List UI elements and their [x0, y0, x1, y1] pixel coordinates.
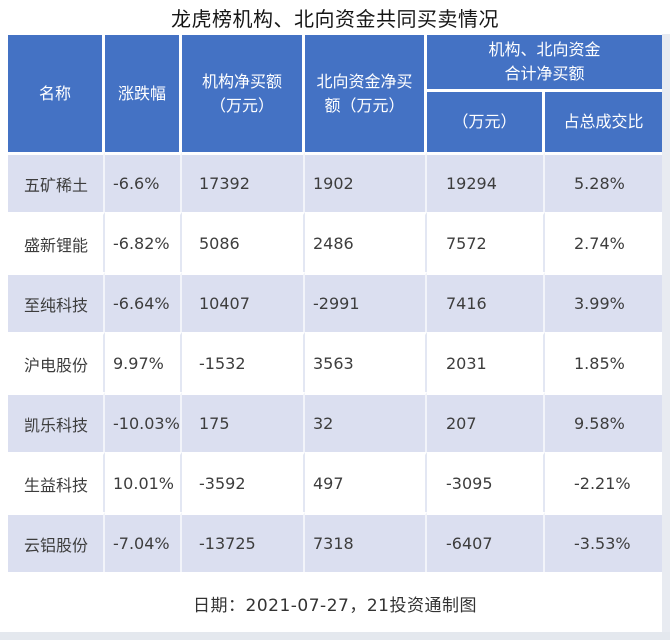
table-row: 云铝股份 -7.04% -13725 7318 -6407 -3.53%: [8, 512, 663, 572]
cell-ratio: 9.58%: [545, 392, 663, 452]
header-cell-change: 涨跌幅: [105, 35, 182, 152]
cell-inst: -13725: [182, 512, 305, 572]
table-row: 至纯科技 -6.64% 10407 -2991 7416 3.99%: [8, 272, 663, 332]
header-cell-combined-ratio: 占总成交比: [545, 92, 663, 152]
page-edge-bottom: [0, 632, 670, 640]
cell-name: 盛新锂能: [8, 212, 105, 272]
page-title: 龙虎榜机构、北向资金共同买卖情况: [171, 7, 499, 31]
cell-combined: -6407: [427, 512, 545, 572]
table-row: 沪电股份 9.97% -1532 3563 2031 1.85%: [8, 332, 663, 392]
cell-ratio: 3.99%: [545, 272, 663, 332]
cell-ratio: 2.74%: [545, 212, 663, 272]
cell-combined: 7572: [427, 212, 545, 272]
footer-note: 日期：2021-07-27，21投资通制图: [8, 572, 662, 632]
cell-inst: 17392: [182, 152, 305, 212]
cell-ratio: 5.28%: [545, 152, 663, 212]
cell-name: 生益科技: [8, 452, 105, 512]
cell-change: -7.04%: [105, 512, 182, 572]
cell-ratio: -3.53%: [545, 512, 663, 572]
cell-ratio: 1.85%: [545, 332, 663, 392]
cell-inst: 175: [182, 392, 305, 452]
cell-north: 2486: [305, 212, 427, 272]
header-cell-northbound-net-buy: 北向资金净买 额（万元）: [305, 35, 427, 152]
page-edge-right: [662, 34, 670, 640]
cell-north: 7318: [305, 512, 427, 572]
cell-change: -6.64%: [105, 272, 182, 332]
cell-north: 497: [305, 452, 427, 512]
header-cell-name: 名称: [8, 35, 105, 152]
cell-north: 3563: [305, 332, 427, 392]
cell-north: -2991: [305, 272, 427, 332]
cell-combined: 7416: [427, 272, 545, 332]
header-group-combined-net-buy: 机构、北向资金 合计净买额: [427, 35, 663, 92]
cell-combined: 207: [427, 392, 545, 452]
table-header: 名称 涨跌幅 机构净买额 （万元） 北向资金净买 额（万元） 机构、北向资金 合…: [8, 35, 663, 152]
cell-change: 9.97%: [105, 332, 182, 392]
cell-name: 至纯科技: [8, 272, 105, 332]
header-cell-combined-amount: （万元）: [427, 92, 545, 152]
table-row: 五矿稀土 -6.6% 17392 1902 19294 5.28%: [8, 152, 663, 212]
cell-north: 1902: [305, 152, 427, 212]
data-table: 名称 涨跌幅 机构净买额 （万元） 北向资金净买 额（万元） 机构、北向资金 合…: [8, 35, 663, 572]
cell-change: -6.6%: [105, 152, 182, 212]
table-card: 名称 涨跌幅 机构净买额 （万元） 北向资金净买 额（万元） 机构、北向资金 合…: [8, 35, 663, 632]
cell-inst: 5086: [182, 212, 305, 272]
cell-inst: -3592: [182, 452, 305, 512]
cell-name: 五矿稀土: [8, 152, 105, 212]
cell-change: 10.01%: [105, 452, 182, 512]
cell-north: 32: [305, 392, 427, 452]
cell-change: -10.03%: [105, 392, 182, 452]
cell-name: 云铝股份: [8, 512, 105, 572]
cell-inst: 10407: [182, 272, 305, 332]
cell-combined: 19294: [427, 152, 545, 212]
cell-inst: -1532: [182, 332, 305, 392]
table-body: 五矿稀土 -6.6% 17392 1902 19294 5.28% 盛新锂能 -6.82% 50…: [8, 152, 663, 572]
cell-name: 沪电股份: [8, 332, 105, 392]
table-row: 凯乐科技 -10.03% 175 32 207 9.58%: [8, 392, 663, 452]
cell-combined: 2031: [427, 332, 545, 392]
cell-combined: -3095: [427, 452, 545, 512]
table-row: 盛新锂能 -6.82% 5086 2486 7572 2.74%: [8, 212, 663, 272]
cell-ratio: -2.21%: [545, 452, 663, 512]
header-cell-institution-net-buy: 机构净买额 （万元）: [182, 35, 305, 152]
cell-change: -6.82%: [105, 212, 182, 272]
cell-name: 凯乐科技: [8, 392, 105, 452]
table-row: 生益科技 10.01% -3592 497 -3095 -2.21%: [8, 452, 663, 512]
